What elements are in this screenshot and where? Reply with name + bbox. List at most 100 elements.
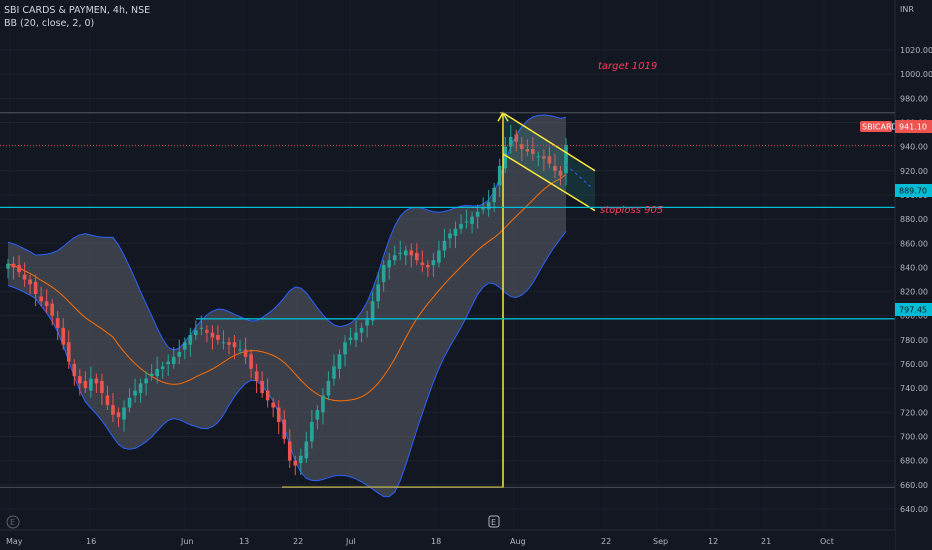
price-tick-label: 760.00: [900, 360, 928, 369]
candle-body: [525, 149, 530, 152]
candle-body: [492, 187, 496, 203]
candle-body: [238, 349, 242, 351]
candle-body: [105, 395, 110, 406]
candle-body: [464, 221, 469, 223]
lower-band: [7, 231, 567, 498]
candle-body: [260, 380, 264, 394]
candle-body: [199, 327, 204, 329]
candle-body: [83, 380, 88, 389]
candle-body: [216, 335, 220, 340]
price-tick-label: 920.00: [900, 167, 928, 176]
target-annotation: target 1019: [598, 61, 657, 72]
price-tick-label: 660.00: [900, 481, 928, 490]
candle-body: [343, 342, 347, 355]
band-fill: [8, 114, 566, 497]
candle-body: [243, 349, 248, 357]
candle-body: [403, 250, 408, 256]
candle-body: [514, 134, 519, 142]
candle-body: [508, 136, 513, 147]
candle-body: [321, 395, 325, 413]
stoploss-annotation: stoploss 905: [600, 205, 663, 216]
candle-body: [55, 318, 60, 328]
candle-body: [370, 301, 375, 321]
time-axis-panel[interactable]: [0, 530, 895, 550]
support-upper-tag: 889.70: [895, 184, 932, 197]
candle-body: [310, 422, 314, 442]
chart-settings-icon[interactable]: E: [6, 515, 20, 529]
flag-lower-line[interactable]: [502, 153, 596, 212]
candle-body: [28, 279, 32, 285]
candle-body: [409, 250, 414, 256]
time-tick-label: Aug: [510, 537, 526, 546]
candle-body: [398, 252, 403, 254]
time-tick-label: 18: [431, 537, 441, 546]
candle-body: [61, 327, 66, 345]
candle-body: [536, 156, 541, 158]
time-tick-label: Sep: [653, 537, 668, 546]
price-tick-label: 1000.00: [900, 70, 932, 79]
candle-body: [497, 165, 502, 186]
price-axis-panel[interactable]: [895, 0, 932, 520]
candle-body: [227, 342, 231, 345]
candle-body: [293, 460, 298, 466]
price-tick-label: 700.00: [900, 433, 928, 442]
candle-body: [265, 390, 270, 401]
candle-body: [315, 409, 320, 420]
candle-body: [359, 327, 364, 333]
candle-body: [542, 156, 546, 159]
candle-body: [232, 342, 237, 348]
time-tick-label: May: [6, 537, 23, 546]
candle-body: [276, 407, 281, 423]
candle-body: [470, 216, 474, 224]
chart-legend: SBI CARDS & PAYMEN, 4h, NSE BB (20, clos…: [4, 4, 150, 30]
candle-body: [326, 380, 331, 396]
last-price-tag: SBICARD 941.10: [860, 120, 932, 133]
candle-body: [354, 332, 358, 340]
candle-body: [387, 260, 392, 268]
price-tick-label: 640.00: [900, 505, 928, 514]
time-tick-label: Oct: [820, 537, 834, 546]
candle-body: [6, 263, 10, 269]
candle-body: [89, 378, 93, 391]
time-tick-label: 22: [293, 537, 303, 546]
support-lower-value: 797.45: [899, 306, 927, 315]
flag-mid-line: [565, 164, 594, 190]
price-tick-label: 840.00: [900, 263, 928, 272]
candle-body: [177, 351, 182, 357]
time-tick-label: 16: [86, 537, 96, 546]
price-tick-label: 940.00: [900, 143, 928, 152]
candle-body: [17, 265, 21, 273]
candle-body: [520, 144, 524, 150]
candle-body: [420, 262, 425, 266]
candle-body: [547, 156, 552, 164]
price-tick-label: 860.00: [900, 239, 928, 248]
candle-body: [453, 228, 458, 237]
candle-body: [503, 146, 508, 169]
candle-body: [365, 318, 369, 326]
candle-body: [486, 202, 491, 210]
candle-body: [448, 233, 452, 239]
candle-body: [111, 405, 115, 415]
candle-body: [144, 378, 148, 384]
symbol-tag: SBICARD: [862, 123, 898, 132]
candle-body: [415, 252, 419, 261]
candle-body: [254, 371, 259, 381]
event-marker[interactable]: E: [488, 515, 500, 528]
upper-band: [7, 114, 567, 351]
flag-upper-line[interactable]: [502, 112, 596, 172]
candle-body: [66, 342, 71, 362]
candle-body: [33, 281, 38, 294]
price-tick-label: 740.00: [900, 384, 928, 393]
candle-body: [304, 441, 309, 459]
time-axis-ticks: May 16 Jun 13 22 Jul 18 Aug 22 Sep 12 21 Oct: [6, 537, 834, 546]
candle-body: [11, 263, 16, 268]
price-tick-label: 800.00: [900, 312, 928, 321]
candle-body: [348, 337, 353, 340]
candle-body: [475, 211, 480, 217]
time-tick-label: 12: [708, 537, 718, 546]
candle-body: [133, 390, 137, 396]
price-tick-label: 1020.00: [900, 46, 932, 55]
support-levels: [0, 112, 895, 488]
time-tick-label: Jun: [180, 537, 194, 546]
